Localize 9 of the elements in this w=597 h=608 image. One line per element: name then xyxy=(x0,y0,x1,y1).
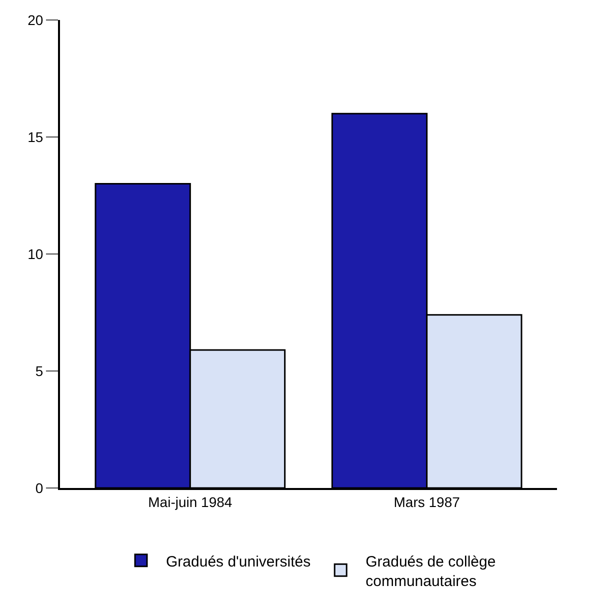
legend-label: Gradués de collège communautaires xyxy=(366,553,496,590)
legend-label: Gradués d'universités xyxy=(166,553,311,570)
y-tick-label: 5 xyxy=(35,362,44,379)
y-tick-label: 20 xyxy=(28,12,44,28)
y-tick-label: 0 xyxy=(35,480,44,496)
x-tick-label: Mars 1987 xyxy=(394,494,460,510)
x-tick-label: Mai-juin 1984 xyxy=(148,494,232,510)
y-tick-label: 15 xyxy=(28,128,44,145)
y-tick-label: 10 xyxy=(28,246,44,262)
